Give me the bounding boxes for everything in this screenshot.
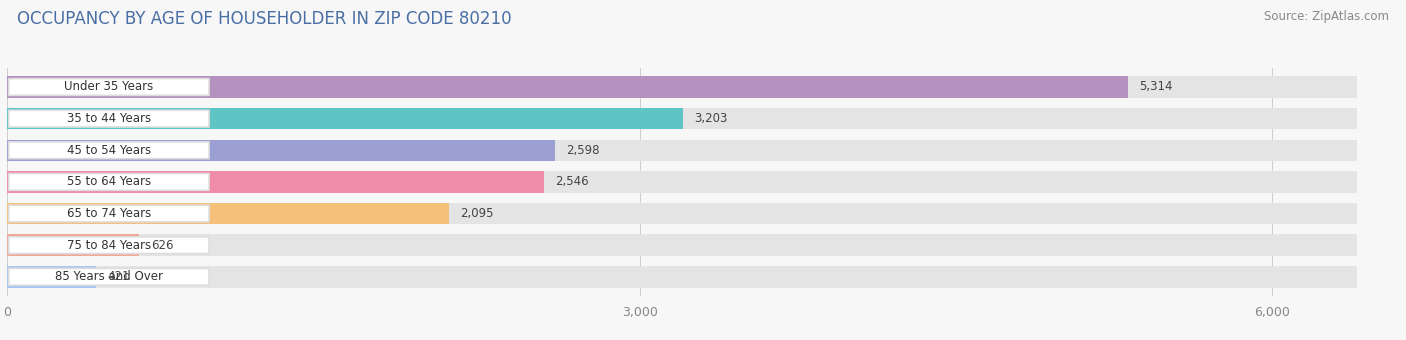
Bar: [7, 139, 555, 161]
Text: Under 35 Years: Under 35 Years: [65, 81, 153, 94]
Bar: [7, 108, 682, 130]
Bar: [7, 266, 96, 288]
Bar: [7, 234, 139, 256]
FancyBboxPatch shape: [8, 237, 209, 254]
Text: 45 to 54 Years: 45 to 54 Years: [67, 144, 150, 157]
Text: 626: 626: [150, 239, 173, 252]
Text: 85 Years and Over: 85 Years and Over: [55, 270, 163, 283]
Text: 2,546: 2,546: [555, 175, 589, 188]
Bar: [7, 266, 1357, 288]
FancyBboxPatch shape: [8, 205, 209, 222]
Text: OCCUPANCY BY AGE OF HOUSEHOLDER IN ZIP CODE 80210: OCCUPANCY BY AGE OF HOUSEHOLDER IN ZIP C…: [17, 10, 512, 28]
Bar: [7, 171, 544, 193]
Text: Source: ZipAtlas.com: Source: ZipAtlas.com: [1264, 10, 1389, 23]
Text: 2,095: 2,095: [461, 207, 494, 220]
Bar: [7, 76, 1357, 98]
Text: 421: 421: [107, 270, 129, 283]
FancyBboxPatch shape: [8, 173, 209, 190]
FancyBboxPatch shape: [8, 268, 209, 285]
Text: 3,203: 3,203: [695, 112, 727, 125]
Bar: [7, 203, 449, 224]
Bar: [7, 171, 1357, 193]
Text: 5,314: 5,314: [1139, 81, 1173, 94]
Text: 75 to 84 Years: 75 to 84 Years: [67, 239, 150, 252]
Text: 35 to 44 Years: 35 to 44 Years: [67, 112, 150, 125]
Bar: [7, 76, 1128, 98]
Bar: [7, 203, 1357, 224]
Text: 55 to 64 Years: 55 to 64 Years: [67, 175, 150, 188]
FancyBboxPatch shape: [8, 142, 209, 159]
Text: 2,598: 2,598: [567, 144, 600, 157]
Bar: [7, 108, 1357, 130]
FancyBboxPatch shape: [8, 79, 209, 96]
FancyBboxPatch shape: [8, 110, 209, 127]
Bar: [7, 139, 1357, 161]
Bar: [7, 234, 1357, 256]
Text: 65 to 74 Years: 65 to 74 Years: [66, 207, 150, 220]
